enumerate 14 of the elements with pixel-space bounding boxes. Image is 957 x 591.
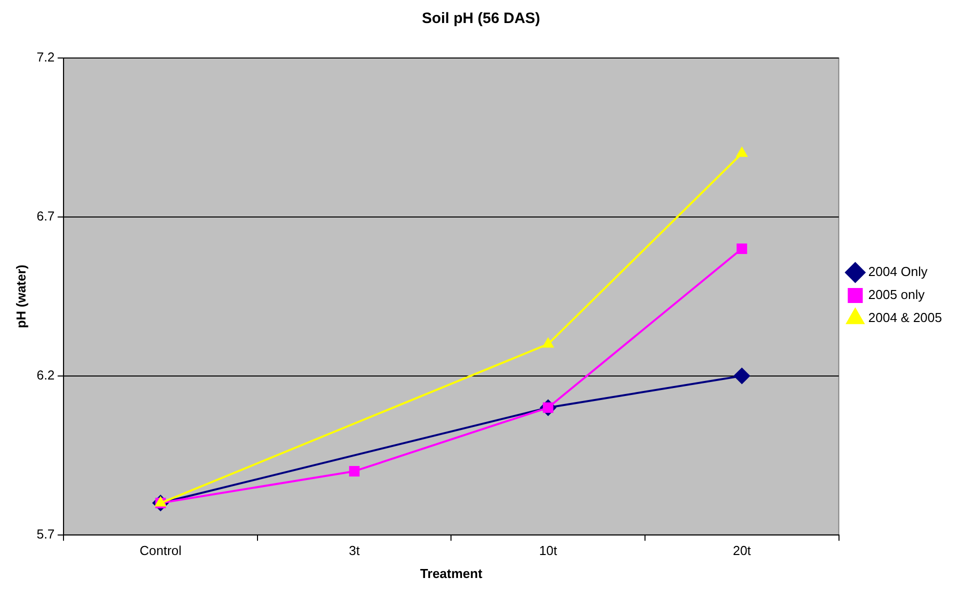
legend-label: 2004 Only	[868, 264, 928, 280]
x-axis-title: Treatment	[420, 566, 483, 581]
y-tick-label: 6.2	[36, 367, 55, 382]
x-tick-label: 20t	[732, 543, 752, 558]
y-tick-label: 6.7	[36, 208, 55, 224]
x-tick-label: 10t	[539, 543, 558, 558]
chart-title: Soil pH (56 DAS)	[422, 10, 540, 28]
y-tick-label: 7.2	[36, 50, 55, 65]
y-tick-label: 5.7	[36, 526, 55, 542]
legend-label: 2005 only	[868, 287, 926, 302]
x-tick-label: Control	[140, 543, 182, 558]
x-tick-label: 3t	[348, 543, 360, 558]
legend-label: 2004 & 2005	[868, 310, 942, 326]
y-axis-title: pH (water)	[13, 264, 28, 328]
